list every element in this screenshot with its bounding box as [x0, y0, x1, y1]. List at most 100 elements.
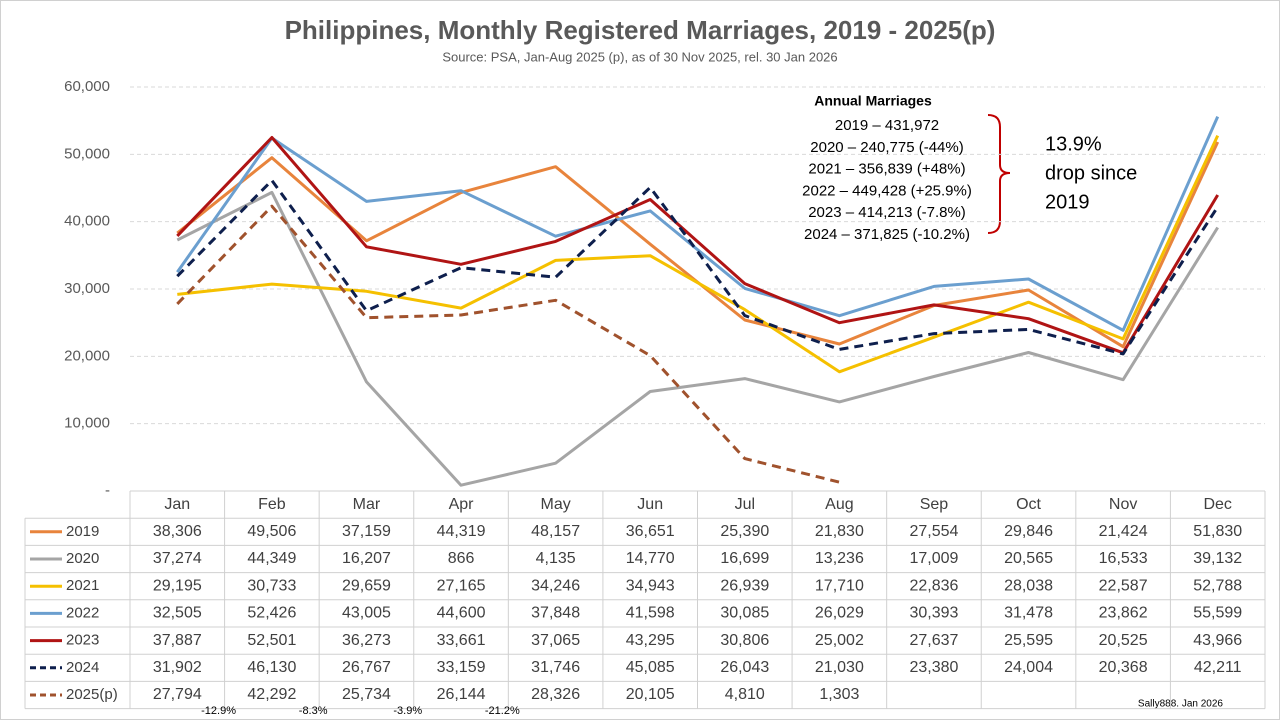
- table-cell: 20,368: [1099, 659, 1148, 676]
- table-cell: 28,038: [1004, 577, 1053, 594]
- table-cell: 26,144: [437, 686, 486, 703]
- y-tick-label: 20,000: [64, 347, 110, 364]
- table-cell: 43,966: [1193, 632, 1242, 649]
- table-cell: 42,211: [1194, 659, 1242, 676]
- table-cell: 16,533: [1099, 550, 1148, 567]
- callout-line: 13.9%: [1045, 133, 1102, 155]
- table-cell: 33,159: [437, 659, 486, 676]
- annual-title: Annual Marriages: [814, 93, 932, 109]
- table-cell: 43,005: [342, 605, 391, 622]
- table-cell: 44,319: [437, 523, 486, 540]
- table-cell: 43,295: [626, 632, 675, 649]
- table-cell: 25,390: [720, 523, 769, 540]
- y-tick-label: 30,000: [64, 280, 110, 297]
- table-cell: 45,085: [626, 659, 675, 676]
- x-tick-label: Apr: [449, 496, 475, 513]
- table-cell: 26,029: [815, 605, 864, 622]
- table-cell: 33,661: [437, 632, 486, 649]
- table-cell: 13,236: [815, 550, 864, 567]
- x-tick-label: Mar: [353, 496, 381, 513]
- x-tick-label: Jan: [164, 496, 190, 513]
- x-tick-label: Jul: [735, 496, 755, 513]
- table-cell: 36,651: [626, 523, 675, 540]
- table-cell: 30,806: [720, 632, 769, 649]
- x-tick-label: May: [541, 496, 571, 513]
- table-cell: 30,393: [909, 605, 958, 622]
- table-cell: 4,135: [536, 550, 576, 567]
- table-cell: 41,598: [626, 605, 675, 622]
- table-cell: 25,002: [815, 632, 864, 649]
- table-cell: 20,105: [626, 686, 675, 703]
- table-cell: 25,734: [342, 686, 391, 703]
- callout-line: drop since: [1045, 162, 1137, 184]
- table-cell: 38,306: [153, 523, 202, 540]
- table-cell: 37,159: [342, 523, 391, 540]
- legend-label: 2020: [66, 550, 99, 567]
- change-label: -21.2%: [485, 705, 520, 717]
- table-cell: 26,767: [342, 659, 391, 676]
- table-cell: 42,292: [247, 686, 296, 703]
- table-cell: 52,788: [1193, 577, 1242, 594]
- x-tick-label: Feb: [258, 496, 286, 513]
- legend-label: 2023: [66, 632, 99, 649]
- table-cell: 29,846: [1004, 523, 1053, 540]
- y-tick-label: 60,000: [64, 78, 110, 95]
- table-cell: 25,595: [1004, 632, 1053, 649]
- table-cell: 20,565: [1004, 550, 1053, 567]
- table-cell: 23,862: [1099, 605, 1148, 622]
- series-line: [176, 115, 1220, 332]
- table-cell: 27,637: [909, 632, 958, 649]
- legend-label: 2021: [66, 577, 99, 594]
- table-cell: 22,587: [1099, 577, 1148, 594]
- table-cell: 24,004: [1004, 659, 1053, 676]
- table-cell: 44,349: [247, 550, 296, 567]
- table-cell: 21,030: [815, 659, 864, 676]
- table-cell: 37,887: [153, 632, 202, 649]
- table-cell: 27,165: [437, 577, 486, 594]
- table-cell: 44,600: [437, 605, 486, 622]
- table-cell: 16,699: [720, 550, 769, 567]
- x-tick-label: Dec: [1203, 496, 1231, 513]
- annual-line: 2022 – 449,428 (+25.9%): [802, 182, 972, 199]
- change-label: -3.9%: [393, 705, 422, 717]
- table-cell: 34,246: [531, 577, 580, 594]
- table-cell: 27,794: [153, 686, 202, 703]
- table-cell: 4,810: [725, 686, 765, 703]
- bracket: [987, 114, 1011, 234]
- x-tick-label: Jun: [637, 496, 663, 513]
- change-label: -12.9%: [201, 705, 236, 717]
- series-line: [176, 204, 840, 484]
- table-cell: 26,939: [720, 577, 769, 594]
- legend-label: 2022: [66, 604, 99, 621]
- x-tick-label: Aug: [825, 496, 853, 513]
- annual-line: 2020 – 240,775 (-44%): [810, 139, 963, 156]
- credit: Sally888. Jan 2026: [1138, 699, 1224, 710]
- table-cell: 16,207: [342, 550, 391, 567]
- table-cell: 30,085: [720, 605, 769, 622]
- annual-line: 2023 – 414,213 (-7.8%): [808, 204, 966, 221]
- annual-line: 2024 – 371,825 (-10.2%): [804, 226, 970, 243]
- table-cell: 21,424: [1099, 523, 1148, 540]
- table-cell: 37,065: [531, 632, 580, 649]
- table-cell: 26,043: [720, 659, 769, 676]
- table-cell: 36,273: [342, 632, 391, 649]
- table-cell: 23,380: [909, 659, 958, 676]
- table-cell: 49,506: [247, 523, 296, 540]
- table-cell: 31,746: [531, 659, 580, 676]
- table-cell: 31,902: [153, 659, 202, 676]
- table-cell: 52,501: [247, 632, 296, 649]
- table-cell: 22,836: [909, 577, 958, 594]
- chart-title: Philippines, Monthly Registered Marriage…: [285, 15, 996, 45]
- series-line: [177, 134, 1220, 374]
- chart-subtitle: Source: PSA, Jan-Aug 2025 (p), as of 30 …: [442, 49, 837, 64]
- table-cell: 17,009: [909, 550, 958, 567]
- y-tick-label: 50,000: [64, 145, 110, 162]
- table-cell: 866: [448, 550, 475, 567]
- table-cell: 21,830: [815, 523, 864, 540]
- change-label: -8.3%: [299, 705, 328, 717]
- annual-line: 2021 – 356,839 (+48%): [808, 161, 965, 178]
- table-cell: 34,943: [626, 577, 675, 594]
- table-cell: 52,426: [247, 605, 296, 622]
- legend-label: 2025(p): [66, 686, 118, 703]
